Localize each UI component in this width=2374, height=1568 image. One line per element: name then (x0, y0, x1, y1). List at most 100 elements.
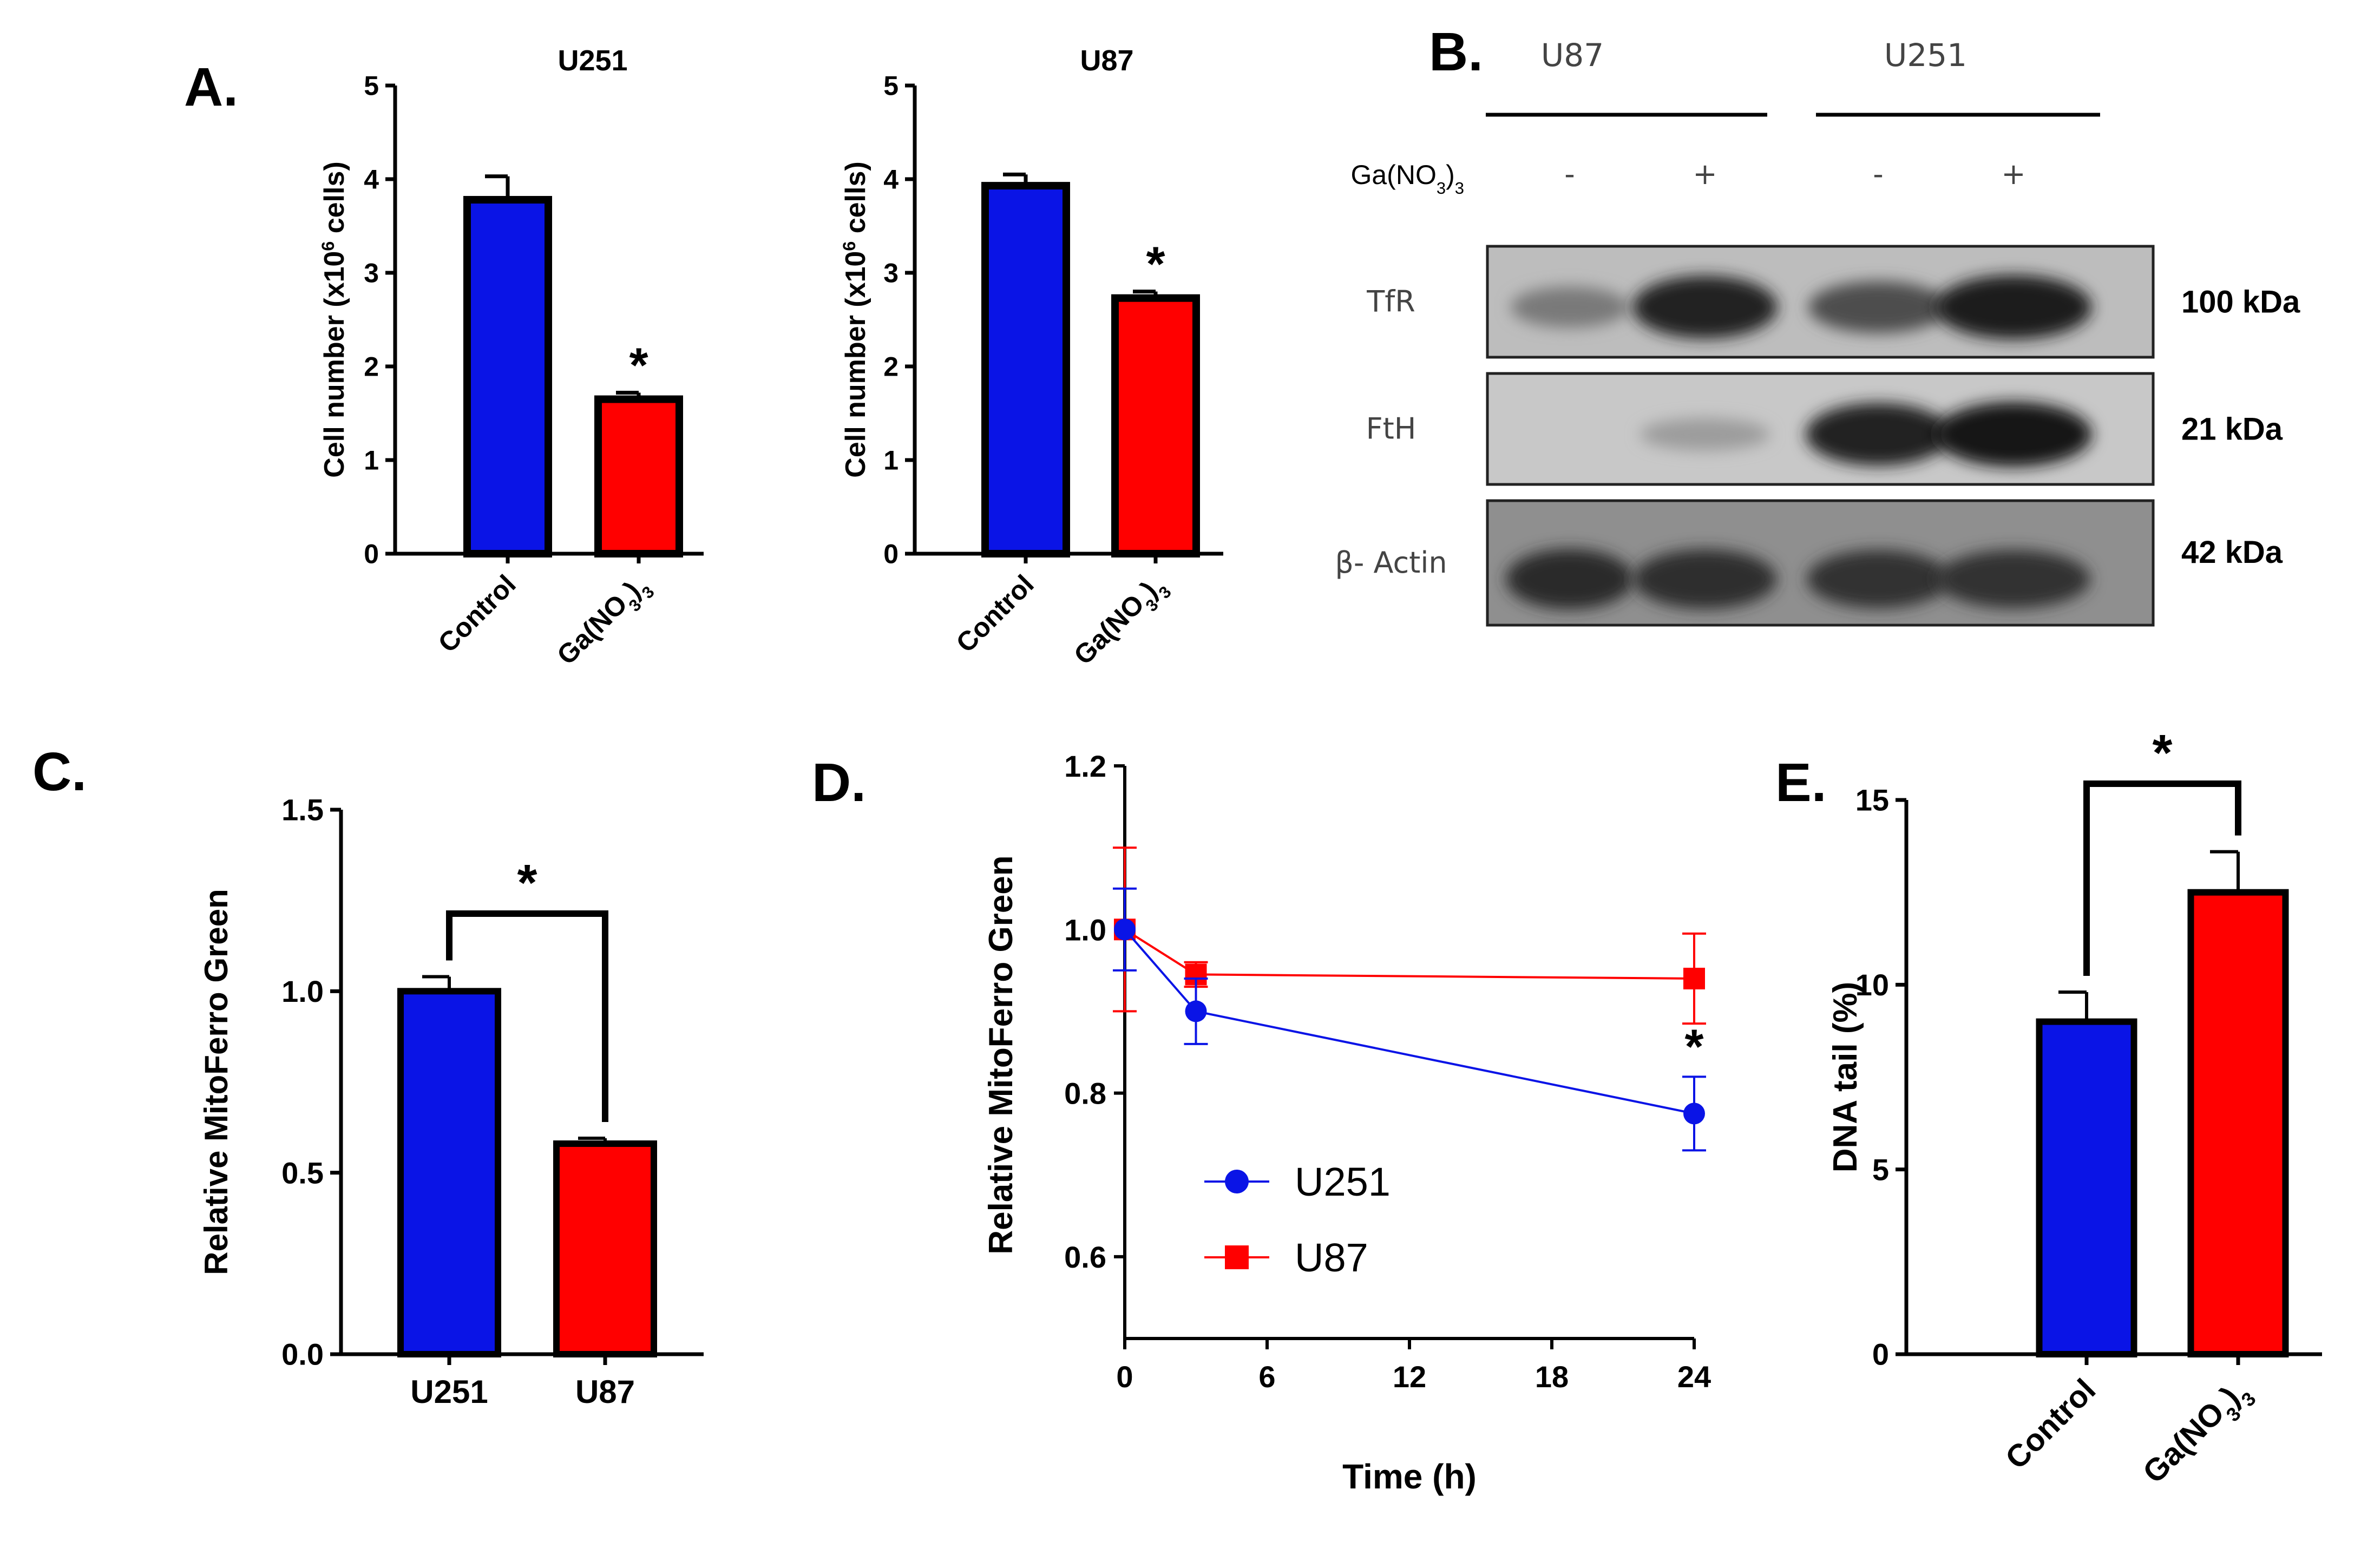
x-category-label: U87 (575, 1374, 635, 1410)
blot-band (1511, 286, 1629, 328)
data-point (1683, 1103, 1705, 1125)
y-tick-label: 0 (883, 539, 899, 569)
significance-star: * (2153, 724, 2173, 782)
x-tick-label: 12 (1393, 1360, 1426, 1394)
y-tick-label: 0.6 (1064, 1240, 1106, 1274)
blot-group-label: U87 (1541, 37, 1604, 74)
y-tick-label: 0 (364, 539, 379, 569)
y-axis-label: Relative MitoFerro Green (982, 855, 1020, 1254)
x-category-label: Ga(NO3)3 (1068, 569, 1175, 675)
chart-e: 0 5 10 15 DNA tail (%) Control Ga(NO3)3 * (1827, 724, 2322, 1496)
western-blot: U87 U251 Ga(NO3)3 - + - + TfR 100 kDa FtH 21 kDa β-… (1335, 37, 2300, 627)
y-tick-label: 1.5 (281, 793, 324, 827)
y-tick-label: 5 (1872, 1152, 1889, 1186)
blot-size-label: 42 kDa (2181, 535, 2283, 570)
chart-a-u251: 0 1 2 3 4 5 Cell number (x106 cells) U251 Contro… (318, 44, 704, 675)
y-tick-label: 4 (364, 165, 379, 195)
bar (981, 182, 1070, 557)
legend-marker (1225, 1245, 1249, 1269)
blot-size-label: 21 kDa (2181, 412, 2283, 447)
significance-bracket (2083, 780, 2241, 976)
y-axis-label: Cell number (x106 cells) (840, 161, 871, 477)
x-axis-label: Time (h) (1342, 1457, 1477, 1496)
bar (2187, 889, 2289, 1357)
y-tick-label: 2 (883, 352, 899, 382)
blot-band (1935, 402, 2092, 467)
y-tick-label: 1.2 (1064, 749, 1106, 783)
data-point (1683, 967, 1705, 989)
blot-band (1506, 549, 1634, 609)
y-axis-label: DNA tail (%) (1827, 982, 1864, 1172)
blot-band (1632, 275, 1778, 339)
y-tick-label: 0.0 (281, 1337, 324, 1372)
blot-lane-sign: + (2001, 157, 2025, 191)
y-tick-label: 1.0 (281, 974, 324, 1008)
data-point (1114, 919, 1136, 941)
x-tick-label: 24 (1677, 1360, 1711, 1394)
legend-label: U87 (1295, 1235, 1368, 1280)
y-tick-label: 3 (883, 258, 899, 288)
x-category-label: Control (1998, 1372, 2102, 1476)
blot-band (1633, 549, 1777, 609)
blot-protein-label: FtH (1366, 412, 1416, 446)
significance-bracket (446, 910, 608, 1122)
blot-lane-sign: - (1564, 157, 1575, 191)
significance-star: * (1684, 1020, 1703, 1074)
x-category-label: U251 (410, 1374, 488, 1410)
series-line-u251 (1124, 928, 1695, 1115)
blot-treatment-label: Ga(NO3)3 (1350, 160, 1464, 198)
bar (1111, 294, 1200, 558)
chart-title: U87 (1080, 44, 1133, 77)
significance-star: * (1146, 238, 1165, 292)
y-tick-label: 3 (364, 258, 379, 288)
bar (553, 1140, 657, 1358)
y-tick-label: 15 (1855, 783, 1889, 817)
legend-label: U251 (1295, 1159, 1391, 1204)
blot-band (1807, 550, 1950, 608)
chart-title: U251 (558, 44, 627, 77)
chart-c: 0.0 0.5 1.0 1.5 Relative MitoFerro Green U251… (198, 793, 704, 1410)
blot-band (1806, 403, 1951, 466)
y-tick-label: 0.5 (281, 1156, 324, 1190)
blot-band (1935, 275, 2092, 339)
y-tick-label: 2 (364, 352, 379, 382)
x-tick-label: 18 (1535, 1360, 1569, 1394)
series-line-u87 (1124, 928, 1695, 980)
panel-label-a: A. (184, 57, 238, 117)
x-tick-label: 6 (1258, 1360, 1275, 1394)
chart-d: 0.6 0.8 1.0 1.2 0 6 12 18 24 Time (h) Relative Mit… (982, 749, 1711, 1496)
blot-size-label: 100 kDa (2181, 285, 2300, 320)
chart-a-u87: 0 1 2 3 4 5 Cell number (x106 cells) U87 Control… (840, 44, 1223, 675)
bar (594, 395, 683, 557)
blot-lane-sign: - (1873, 157, 1884, 191)
y-tick-label: 0 (1872, 1337, 1889, 1372)
y-axis-label: Cell number (x106 cells) (318, 161, 350, 477)
panel-label-b: B. (1429, 22, 1483, 82)
y-axis-label: Relative MitoFerro Green (198, 889, 234, 1275)
blot-band (1640, 418, 1770, 451)
bar (463, 196, 552, 557)
blot-group-label: U251 (1884, 37, 1967, 74)
blot-protein-label: β- Actin (1335, 546, 1447, 580)
y-tick-label: 10 (1855, 968, 1889, 1002)
y-tick-label: 1 (364, 445, 379, 476)
x-category-label: Control (950, 569, 1040, 658)
y-tick-label: 5 (364, 71, 379, 101)
x-category-label: Ga(NO3)3 (2136, 1372, 2260, 1496)
panel-label-c: C. (32, 742, 87, 802)
bar (397, 988, 501, 1358)
significance-star: * (629, 338, 648, 392)
y-tick-label: 5 (883, 71, 899, 101)
legend-marker (1225, 1170, 1249, 1193)
blot-protein-label: TfR (1366, 285, 1415, 319)
panel-label-e: E. (1775, 752, 1826, 813)
y-tick-label: 1.0 (1064, 913, 1106, 947)
y-tick-label: 0.8 (1064, 1077, 1106, 1111)
significance-star: * (517, 854, 537, 911)
x-category-label: Control (432, 569, 522, 658)
blot-band (1808, 281, 1948, 333)
y-tick-label: 1 (883, 445, 899, 476)
x-category-label: Ga(NO3)3 (551, 569, 658, 675)
blot-lane-sign: + (1693, 157, 1717, 191)
